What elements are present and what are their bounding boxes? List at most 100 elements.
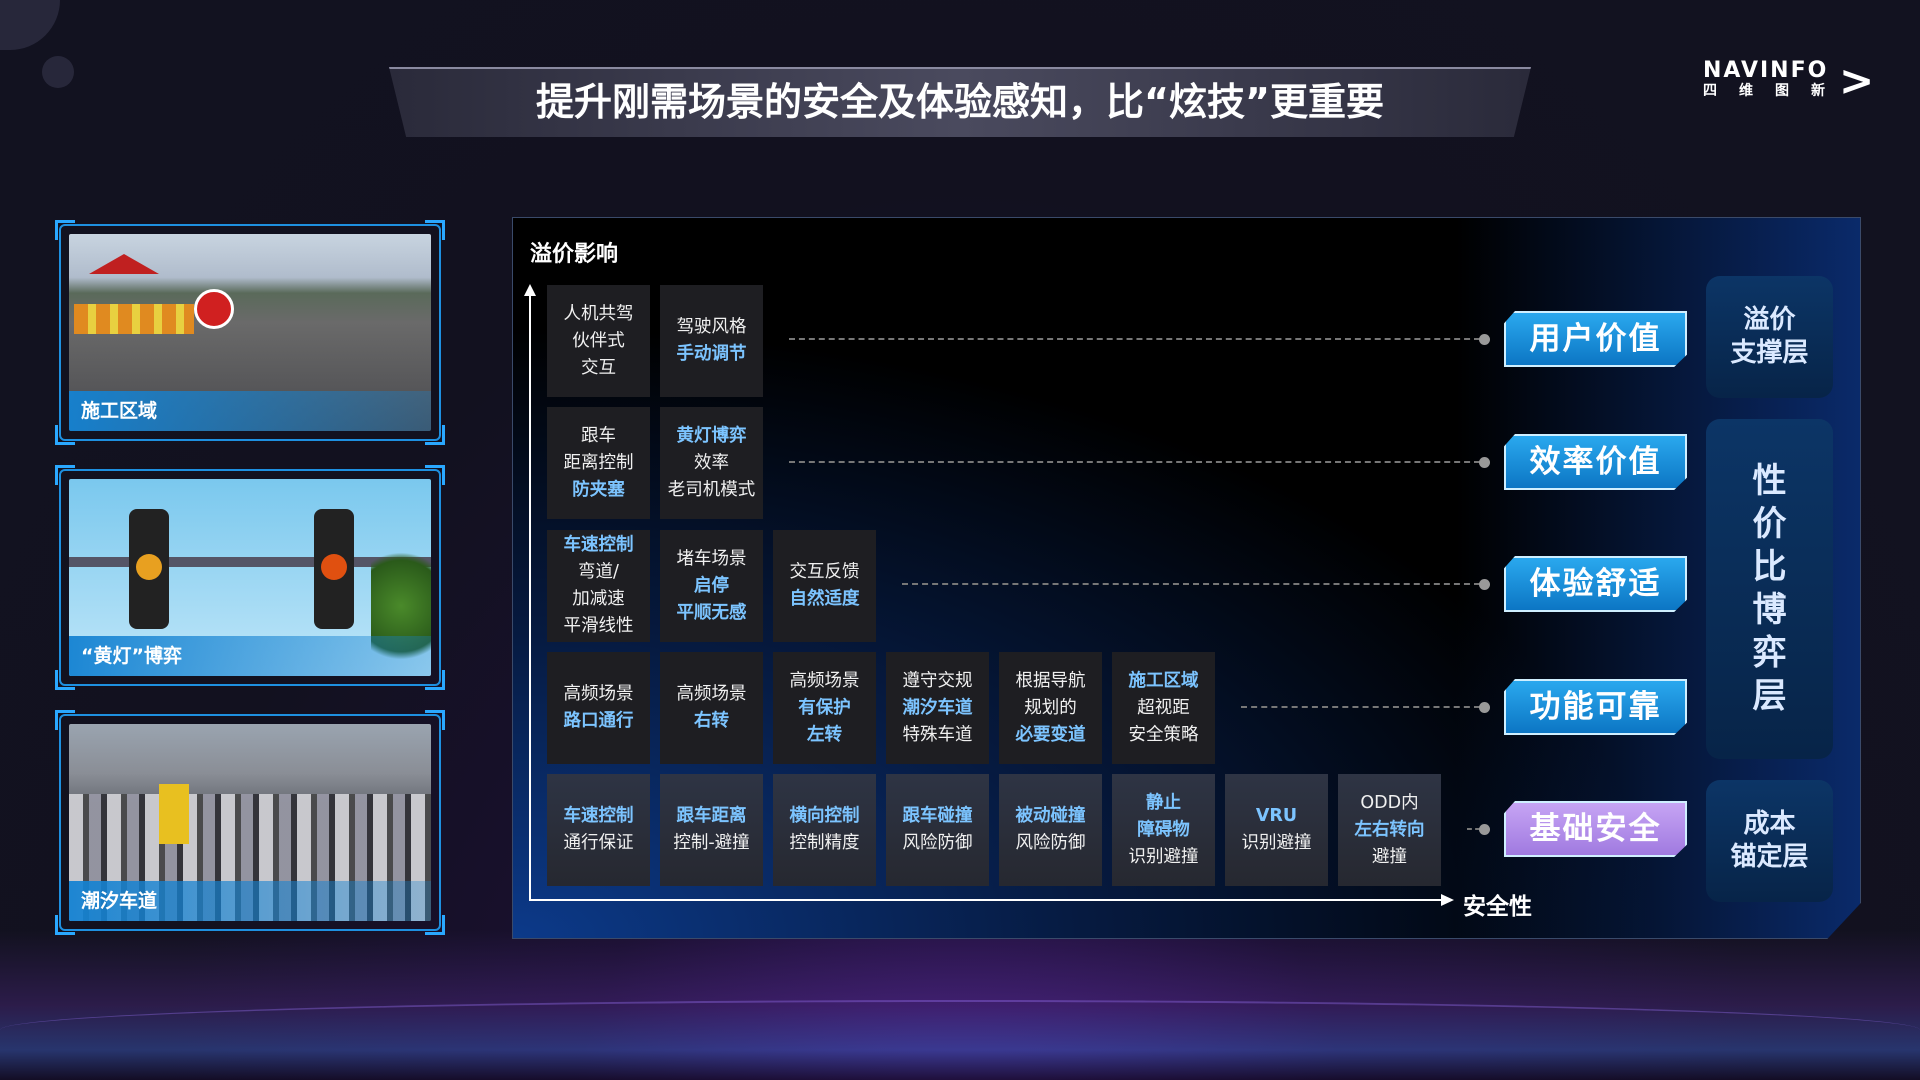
x-axis-label: 安全性 xyxy=(1463,894,1532,920)
scenario-cell-line: ODD内 xyxy=(1360,792,1419,813)
scenario-cell: 堵车场景 启停 平顺无感 xyxy=(660,530,763,642)
connector-dot xyxy=(1479,457,1490,468)
scenario-cell-line: 根据导航 xyxy=(1015,670,1086,691)
connector-dashed-line xyxy=(902,583,1480,585)
frame-corner xyxy=(425,710,445,730)
layer-label: 性价比博弈层 xyxy=(1753,460,1787,718)
scenario-cell-line: 有保护 xyxy=(798,697,851,718)
scenario-cell-line: 高频场景 xyxy=(676,684,747,704)
scenario-cell: 遵守交规潮汐车道特殊车道 xyxy=(886,652,989,764)
scenario-cell: 黄灯博弈 效率 老司机模式 xyxy=(660,407,763,519)
scenario-cell: 跟车碰撞 风险防御 xyxy=(886,774,989,886)
scenario-cell-line: 路口通行 xyxy=(563,711,634,731)
scenario-cell-line: 跟车距离 xyxy=(676,806,747,826)
photo-tidal-lane: 潮汐车道 xyxy=(59,714,441,931)
navinfo-logo: NAVINFO 四维图新 > xyxy=(1703,58,1874,106)
scenario-cell-line: 避撞 xyxy=(1372,846,1407,867)
logo-text-en: NAVINFO xyxy=(1703,58,1829,83)
scenario-cell-line: 自然适度 xyxy=(789,589,860,609)
connector-dot xyxy=(1479,824,1490,835)
frame-corner xyxy=(425,915,445,935)
scenario-cell-line: 横向控制 xyxy=(789,806,860,826)
page-title: 提升刚需场景的安全及体验感知，比“炫技”更重要 xyxy=(536,80,1384,124)
layer-label-line: 比 xyxy=(1752,547,1787,587)
scenario-cell-line: 距离控制 xyxy=(563,452,634,473)
scenario-cell-line: 平顺无感 xyxy=(676,602,747,623)
frame-corner xyxy=(425,465,445,485)
x-axis-arrow-icon xyxy=(1441,894,1454,906)
scenario-cell: 跟车距离控制-避撞 xyxy=(660,774,763,886)
scenario-cell-line: 规划的 xyxy=(1024,697,1077,718)
layer-box: 性价比博弈层 xyxy=(1706,419,1833,759)
layer-box: 溢价 支撑层 xyxy=(1706,276,1833,398)
frame-corner xyxy=(55,465,75,485)
connector-dot xyxy=(1479,334,1490,345)
scenario-cell-line: 防夹塞 xyxy=(572,479,625,500)
frame-corner xyxy=(425,425,445,445)
frame-corner xyxy=(55,425,75,445)
photo-caption: 潮汐车道 xyxy=(69,881,431,921)
layer-label: 成本 锚定层 xyxy=(1730,808,1808,874)
layer-label-line: 支撑层 xyxy=(1730,338,1809,368)
layer-label-line: 溢价 xyxy=(1743,305,1796,335)
connector-dashed-line xyxy=(1241,706,1480,708)
layer-box: 成本 锚定层 xyxy=(1706,780,1833,902)
scenario-cell: 人机共驾 伙伴式 交互 xyxy=(547,285,650,397)
photo-caption: 施工区域 xyxy=(69,391,431,431)
scenario-cell: 施工区域 超视距 安全策略 xyxy=(1112,652,1215,764)
scenario-cell-line: 交互 xyxy=(581,357,616,378)
connector-dashed-line xyxy=(1467,828,1480,830)
logo-text-cn: 四维图新 xyxy=(1703,83,1833,99)
layer-label-line: 博 xyxy=(1752,590,1787,630)
y-axis-arrow-icon xyxy=(524,284,536,296)
layer-label-line: 弈 xyxy=(1752,633,1787,673)
scenario-cell: VRU 识别避撞 xyxy=(1225,774,1328,886)
scenario-cell-line: 潮汐车道 xyxy=(902,697,973,718)
scenario-cell-line: 通行保证 xyxy=(563,833,634,853)
frame-corner xyxy=(425,670,445,690)
scenario-cell-line: 高频场景 xyxy=(563,684,634,704)
x-axis xyxy=(529,899,1443,901)
scenario-cell-line: 被动碰撞 xyxy=(1015,806,1086,826)
layer-label-line: 锚定层 xyxy=(1730,842,1809,872)
connector-dashed-line xyxy=(789,461,1480,463)
scenario-cell-line: 高频场景 xyxy=(789,670,860,691)
scenario-cell-line: 特殊车道 xyxy=(902,724,973,745)
photo-caption: “黄灯”博弈 xyxy=(69,636,431,676)
layer-label-line: 性 xyxy=(1752,461,1787,501)
background-wave-line xyxy=(0,1000,1920,1060)
frame-corner xyxy=(55,710,75,730)
scenario-cell: 车速控制 弯道/加减速 平滑线性 xyxy=(547,530,650,642)
scenario-cell-line: 交互反馈 xyxy=(789,562,860,582)
scenario-cell-line: 施工区域 xyxy=(1128,670,1199,691)
scenario-cell-line: 跟车碰撞 xyxy=(902,806,973,826)
photo-yellow-light: “黄灯”博弈 xyxy=(59,469,441,686)
decor-bubble xyxy=(42,56,74,88)
scenario-cell-line: 风险防御 xyxy=(902,833,973,853)
scenario-cell-line: 黄灯博弈 xyxy=(676,425,747,446)
photo-construction-zone: 施工区域 xyxy=(59,224,441,441)
scenario-cell: 跟车 距离控制 防夹塞 xyxy=(547,407,650,519)
frame-corner xyxy=(55,670,75,690)
scenario-cell-line: 弯道/ xyxy=(578,562,619,582)
value-tag: 体验舒适 xyxy=(1504,556,1687,612)
scenario-cell: 被动碰撞 风险防御 xyxy=(999,774,1102,886)
scenario-cell-line: 超视距 xyxy=(1137,697,1190,718)
scenario-cell-line: 平滑线性 xyxy=(563,616,634,636)
connector-dot xyxy=(1479,579,1490,590)
scenario-cell-line: 控制-避撞 xyxy=(673,833,750,853)
scenario-cell: 高频场景 路口通行 xyxy=(547,652,650,764)
decor-bubble xyxy=(0,0,60,50)
scenario-cell: 静止 障碍物 识别避撞 xyxy=(1112,774,1215,886)
frame-corner xyxy=(55,220,75,240)
scenario-cell-line: 必要变道 xyxy=(1015,724,1086,745)
y-axis-label: 溢价影响 xyxy=(530,242,619,267)
scenario-cell-line: 识别避撞 xyxy=(1128,846,1199,867)
scenario-cell-line: 启停 xyxy=(694,575,729,596)
scenario-cell-line: 左转 xyxy=(807,724,842,745)
scenario-cell-line: 手动调节 xyxy=(676,344,747,364)
layer-label: 溢价 支撑层 xyxy=(1730,304,1808,370)
scenario-cell-line: 车速控制 xyxy=(563,806,634,826)
scenario-cell-line: 遵守交规 xyxy=(902,670,973,691)
scenario-cell: 横向控制 控制精度 xyxy=(773,774,876,886)
